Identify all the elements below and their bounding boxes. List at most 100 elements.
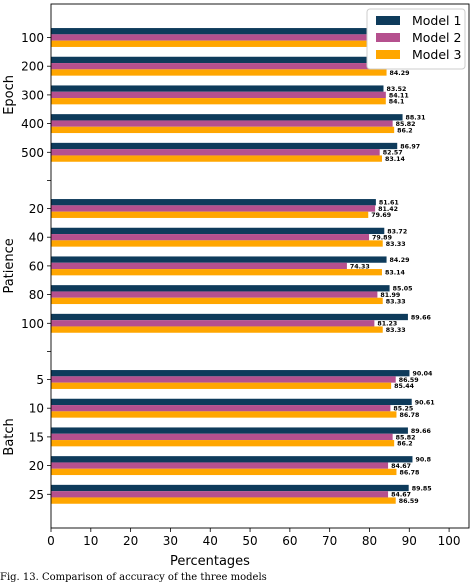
data-label: 90.61	[415, 399, 435, 406]
legend-swatch	[376, 16, 400, 25]
y-tick-label: 500	[21, 146, 44, 160]
bar-batch-10-model1	[51, 398, 412, 406]
data-label: 89.66	[411, 314, 432, 321]
data-label: 81.23	[377, 321, 397, 328]
y-tick-label: 15	[29, 430, 44, 444]
data-label: 83.33	[386, 327, 406, 334]
y-tick-label: 25	[29, 488, 44, 502]
data-label: 86.97	[400, 143, 420, 150]
group-axis-label: Batch	[2, 418, 17, 455]
bar-epoch-100-model1	[51, 28, 379, 35]
x-tick-label: 60	[282, 534, 297, 548]
bar-patience-20-model1	[51, 199, 376, 206]
x-axis-label: Percentages	[170, 554, 250, 569]
bar-epoch-200-model2	[51, 63, 386, 70]
bar-epoch-300-model2	[51, 91, 386, 99]
data-label: 82.57	[383, 150, 403, 157]
data-label: 86.2	[397, 127, 413, 134]
data-label: 83.72	[387, 228, 407, 235]
bar-epoch-500-model1	[51, 142, 398, 150]
bar-patience-40-model3	[51, 240, 383, 247]
data-label: 84.29	[390, 257, 410, 264]
bar-epoch-400-model2	[51, 120, 393, 127]
data-label: 79.89	[372, 235, 392, 242]
data-label: 85.82	[396, 434, 416, 441]
bar-patience-100-model3	[51, 326, 383, 333]
x-tick-label: 20	[123, 534, 138, 548]
data-label: 84.11	[389, 92, 409, 99]
bar-batch-25-model3	[51, 497, 396, 504]
bar-patience-60-model2	[51, 262, 347, 270]
data-label: 74.33	[350, 263, 370, 270]
data-label: 81.61	[379, 200, 399, 207]
y-tick-label: 20	[29, 202, 44, 216]
bar-patience-60-model1	[51, 256, 387, 263]
y-tick-label: 200	[21, 60, 44, 74]
x-tick-label: 40	[203, 534, 218, 548]
bar-epoch-100-model3	[51, 40, 373, 47]
bar-patience-40-model2	[51, 234, 370, 241]
legend-label: Model 2	[412, 30, 461, 45]
y-tick-label: 10	[29, 402, 44, 416]
group-axis-label: Patience	[2, 238, 17, 293]
data-label: 86.59	[399, 377, 419, 384]
data-label: 86.2	[397, 441, 413, 448]
bar-epoch-500-model2	[51, 149, 380, 156]
x-tick-label: 0	[47, 534, 55, 548]
legend-swatch	[376, 50, 400, 59]
x-tick-label: 80	[362, 534, 377, 548]
bar-batch-10-model2	[51, 405, 391, 412]
bar-patience-20-model2	[51, 205, 376, 212]
data-label: 83.33	[386, 298, 406, 305]
bar-epoch-300-model1	[51, 85, 384, 92]
data-label: 83.14	[385, 156, 406, 163]
data-label: 83.33	[386, 241, 406, 248]
bar-batch-5-model2	[51, 376, 396, 383]
bar-batch-5-model1	[51, 370, 410, 377]
bar-epoch-300-model3	[51, 98, 386, 105]
data-label: 86.78	[399, 469, 419, 476]
bar-patience-20-model3	[51, 211, 369, 218]
legend-label: Model 1	[412, 13, 461, 28]
data-label: 83.52	[386, 86, 406, 93]
figure-caption: Fig. 13. Comparison of accuracy of the t…	[0, 572, 267, 583]
bar-epoch-100-model2	[51, 34, 381, 41]
y-tick-label: 60	[29, 259, 44, 273]
data-label: 90.04	[412, 371, 433, 378]
bar-batch-15-model2	[51, 433, 393, 441]
bar-patience-40-model1	[51, 227, 385, 235]
plot-frame	[50, 3, 470, 529]
x-tick-label: 100	[438, 534, 461, 548]
data-label: 89.66	[411, 428, 432, 435]
bar-epoch-200-model1	[51, 56, 387, 64]
y-tick-label: 400	[21, 117, 44, 131]
bar-patience-80-model3	[51, 297, 383, 305]
y-tick-label: 40	[29, 231, 44, 245]
x-tick-label: 50	[242, 534, 257, 548]
bar-epoch-500-model3	[51, 155, 382, 162]
bar-epoch-400-model3	[51, 126, 395, 134]
x-tick-label: 10	[83, 534, 98, 548]
x-tick-label: 70	[322, 534, 337, 548]
x-tick-label: 90	[402, 534, 417, 548]
y-tick-label: 20	[29, 459, 44, 473]
y-tick-label: 5	[36, 373, 44, 387]
data-label: 84.1	[389, 99, 405, 106]
legend-swatch	[376, 33, 400, 42]
data-label: 84.29	[390, 70, 410, 77]
data-label: 85.82	[396, 121, 416, 128]
y-tick-label: 100	[21, 31, 44, 45]
data-label: 85.44	[394, 383, 415, 390]
bar-batch-10-model3	[51, 411, 397, 418]
bar-batch-20-model2	[51, 462, 389, 469]
data-label: 84.67	[391, 463, 411, 470]
bar-patience-80-model2	[51, 291, 378, 298]
data-label: 81.42	[378, 206, 398, 213]
x-tick-label: 30	[163, 534, 178, 548]
data-label: 88.31	[406, 115, 426, 122]
bar-batch-5-model3	[51, 382, 392, 389]
data-label: 81.99	[380, 292, 400, 299]
data-label: 83.14	[385, 270, 406, 277]
bar-patience-60-model3	[51, 269, 382, 276]
